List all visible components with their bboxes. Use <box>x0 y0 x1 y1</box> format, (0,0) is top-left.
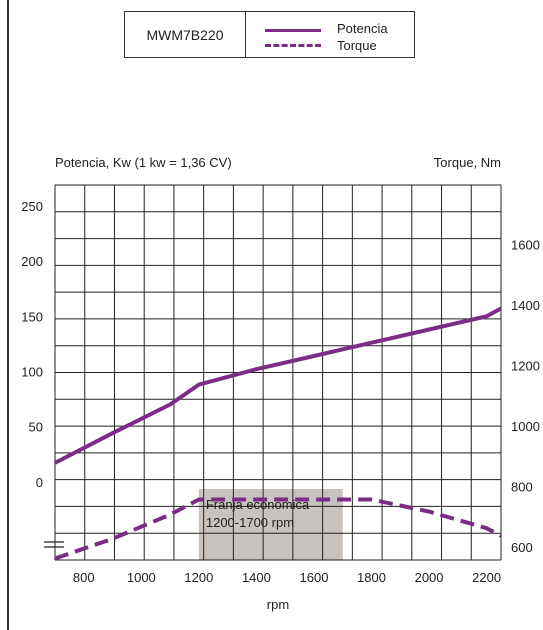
legend-torque-swatch <box>265 44 321 47</box>
legend-model-label: MWM7B220 <box>125 12 246 57</box>
x-tick-label: 1600 <box>300 570 329 585</box>
x-tick-label: 2200 <box>472 570 501 585</box>
series-line-potencia <box>54 306 502 465</box>
axis-break-mark <box>44 541 64 548</box>
right-tick-label: 1200 <box>511 358 540 373</box>
right-tick-label: 1000 <box>511 419 540 434</box>
legend-potencia-label: Potencia <box>337 21 388 36</box>
x-tick-label: 1200 <box>184 570 213 585</box>
left-tick-label: 250 <box>21 199 43 214</box>
left-tick-label: 50 <box>29 420 43 435</box>
economic-band-label-line2: 1200-1700 rpm <box>206 515 294 530</box>
right-tick-label: 1400 <box>511 298 540 313</box>
legend-torque-label: Torque <box>337 38 377 53</box>
x-axis-label: rpm <box>267 597 289 612</box>
x-tick-label: 1800 <box>357 570 386 585</box>
x-tick-label: 1000 <box>127 570 156 585</box>
x-tick-label: 2000 <box>415 570 444 585</box>
series-lines <box>54 306 502 561</box>
left-tick-label: 0 <box>36 475 43 490</box>
series-line-torque <box>54 497 502 561</box>
x-tick-label: 800 <box>73 570 95 585</box>
left-tick-label: 200 <box>21 254 43 269</box>
legend-box: MWM7B220 Potencia Torque <box>124 11 415 58</box>
legend-potencia-swatch <box>265 29 321 32</box>
left-axis-label: Potencia, Kw (1 kw = 1,36 CV) <box>55 155 232 170</box>
right-axis-label: Torque, Nm <box>434 155 501 170</box>
left-tick-label: 100 <box>21 365 43 380</box>
tick-labels: 800 1000 1200 1400 1600 1800 2000 2200 0 50 100 150… <box>21 199 540 585</box>
right-tick-label: 600 <box>511 540 533 555</box>
left-border <box>7 0 9 630</box>
right-tick-label: 800 <box>511 479 533 494</box>
x-tick-label: 1400 <box>242 570 271 585</box>
right-tick-label: 1600 <box>511 237 540 252</box>
left-tick-label: 150 <box>21 309 43 324</box>
